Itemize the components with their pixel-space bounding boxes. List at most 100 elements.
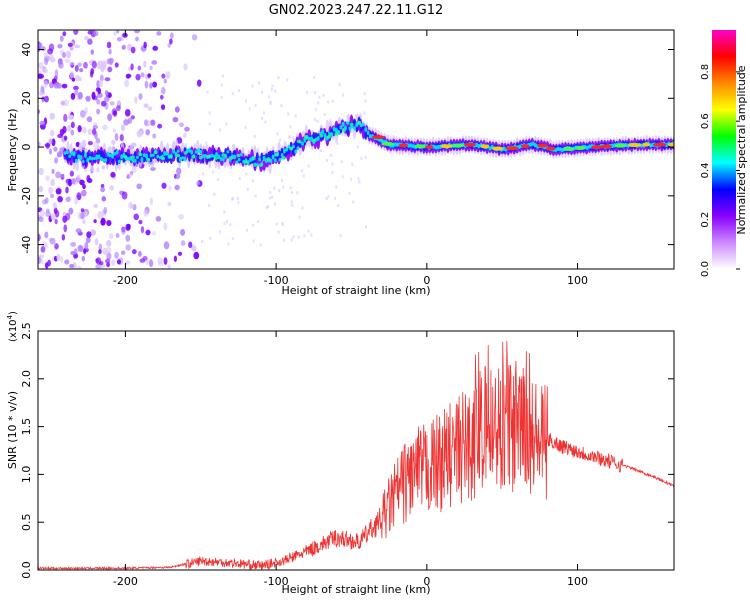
spectrogram-band-peak bbox=[215, 152, 219, 157]
spectrogram-hot-spot bbox=[304, 135, 309, 139]
spectrogram-noise-cell bbox=[150, 119, 156, 126]
spectrogram-band-peak bbox=[396, 142, 399, 147]
spectrogram-noise-cell bbox=[50, 178, 56, 187]
snr-x-label: Height of straight line (km) bbox=[281, 583, 430, 596]
spectrogram-noise-cell bbox=[67, 178, 73, 187]
snr-x-tick-label: 100 bbox=[567, 575, 588, 588]
spectrogram-hot-spot bbox=[520, 144, 530, 149]
spectrogram-band-peak bbox=[558, 147, 562, 152]
spectrogram-noise-cell bbox=[336, 141, 339, 145]
spectrogram-hot-spot bbox=[591, 145, 603, 150]
spectrogram-noise-cell bbox=[86, 116, 93, 123]
spectrogram-noise-cell bbox=[115, 232, 120, 239]
spectrogram-noise-cell bbox=[76, 265, 82, 269]
spectrogram-band-peak bbox=[88, 155, 92, 161]
spectrogram-noise-cell bbox=[180, 240, 186, 247]
spectrogram-band-peak bbox=[75, 158, 78, 163]
spectrogram-band-peak bbox=[556, 146, 560, 152]
spectrogram-noise-cell bbox=[206, 90, 209, 94]
spectrogram-band-core bbox=[142, 155, 146, 163]
spectrogram-noise-cell bbox=[331, 162, 334, 166]
spectrogram-x-label: Height of straight line (km) bbox=[281, 284, 430, 297]
spectrogram-noise-cell bbox=[80, 208, 85, 213]
spectrogram-noise-cell bbox=[101, 196, 107, 202]
spectrogram-noise-cell bbox=[106, 262, 111, 268]
spectrogram-band-peak bbox=[409, 143, 413, 148]
spectrogram-noise-cell bbox=[291, 203, 294, 207]
spectrogram-noise-cell bbox=[307, 229, 310, 233]
spectrogram-noise-cell bbox=[74, 88, 79, 96]
spectrogram-noise-cell bbox=[286, 78, 289, 82]
spectrogram-band-peak bbox=[133, 158, 137, 163]
spectrogram-noise-cell bbox=[271, 195, 274, 199]
spectrogram-noise-cell bbox=[39, 254, 45, 259]
spectrogram-noise-cell bbox=[338, 83, 341, 87]
spectrogram-noise-cell bbox=[245, 99, 248, 103]
spectrogram-noise-cell bbox=[95, 258, 99, 263]
spectrogram-noise-cell bbox=[217, 177, 220, 181]
spectrogram-band-core bbox=[147, 151, 151, 160]
spectrogram-noise-cell bbox=[263, 111, 266, 115]
spectrogram-band-core bbox=[122, 157, 126, 163]
spectrogram-noise-cell bbox=[155, 216, 162, 222]
spectrogram-band-peak bbox=[72, 151, 76, 157]
spectrogram-band-peak bbox=[294, 149, 298, 154]
spectrogram-noise-cell bbox=[169, 32, 174, 39]
spectrogram-noise-cell bbox=[290, 191, 293, 195]
spectrogram-noise-cell bbox=[109, 101, 115, 106]
spectrogram-noise-cell bbox=[109, 185, 114, 191]
spectrogram-noise-cell bbox=[248, 107, 251, 111]
spectrogram-band-peak bbox=[301, 141, 304, 146]
spectrogram-hot-spot bbox=[667, 142, 674, 147]
spectrogram-band-peak bbox=[235, 160, 239, 164]
spectrogram-noise-cell bbox=[119, 134, 124, 142]
spectrogram-noise-cell bbox=[244, 126, 247, 130]
spectrogram-noise-cell bbox=[288, 134, 291, 138]
spectrogram-noise-cell bbox=[149, 197, 154, 206]
spectrogram-noise-cell bbox=[327, 100, 330, 104]
spectrogram-noise-cell bbox=[104, 77, 111, 82]
spectrogram-noise-cell bbox=[134, 30, 141, 34]
spectrogram-noise-cell bbox=[100, 187, 106, 193]
snr-y-tick-label: 0.5 bbox=[20, 513, 33, 531]
spectrogram-band-peak bbox=[280, 153, 284, 158]
spectrogram-noise-cell bbox=[45, 210, 52, 218]
spectrogram-band-peak bbox=[321, 129, 325, 135]
spectrogram-noise-cell bbox=[64, 259, 70, 265]
spectrogram-noise-cell bbox=[54, 69, 59, 78]
spectrogram-hot-spot bbox=[251, 156, 256, 160]
spectrogram-band-peak bbox=[108, 153, 112, 158]
spectrogram-band-peak bbox=[203, 153, 207, 158]
spectrogram-noise-cell bbox=[66, 50, 72, 59]
spectrogram-noise-cell bbox=[77, 211, 82, 220]
spectrogram-band-peak bbox=[65, 150, 69, 155]
spectrogram-noise-cell bbox=[246, 228, 249, 232]
spectrogram-noise-cell bbox=[113, 31, 117, 36]
spectrogram-noise-cell bbox=[102, 247, 108, 256]
spectrogram-noise-cell bbox=[268, 196, 271, 200]
spectrogram-noise-cell bbox=[307, 164, 310, 168]
spectrogram-noise-cell bbox=[310, 233, 313, 237]
spectrogram-noise-cell bbox=[260, 116, 263, 120]
spectrogram-noise-cell bbox=[65, 212, 71, 221]
spectrogram-band-peak bbox=[282, 148, 286, 154]
spectrogram-band-peak bbox=[475, 142, 478, 148]
spectrogram-noise-cell bbox=[298, 215, 301, 219]
spectrogram-noise-cell bbox=[89, 229, 96, 236]
spectrogram-band-peak bbox=[194, 150, 198, 154]
spectrogram-noise-cell bbox=[114, 133, 119, 141]
spectrogram-noise-cell bbox=[87, 38, 93, 45]
spectrogram-band-peak bbox=[330, 132, 334, 137]
spectrogram-noise-cell bbox=[259, 243, 262, 247]
spectrogram-noise-cell bbox=[152, 230, 157, 236]
spectrogram-noise-cell bbox=[77, 125, 82, 133]
spectrogram-hot-spot bbox=[398, 143, 409, 148]
spectrogram-hot-spot bbox=[627, 142, 642, 147]
spectrogram-noise-cell bbox=[71, 77, 76, 82]
snr-x-tick-label: -200 bbox=[113, 575, 138, 588]
spectrogram-noise-cell bbox=[261, 90, 264, 94]
spectrogram-noise-cell bbox=[53, 146, 58, 152]
spectrogram-hot-spot bbox=[440, 144, 453, 149]
spectrogram-band-peak bbox=[341, 121, 345, 127]
spectrogram-band-peak bbox=[217, 154, 221, 160]
